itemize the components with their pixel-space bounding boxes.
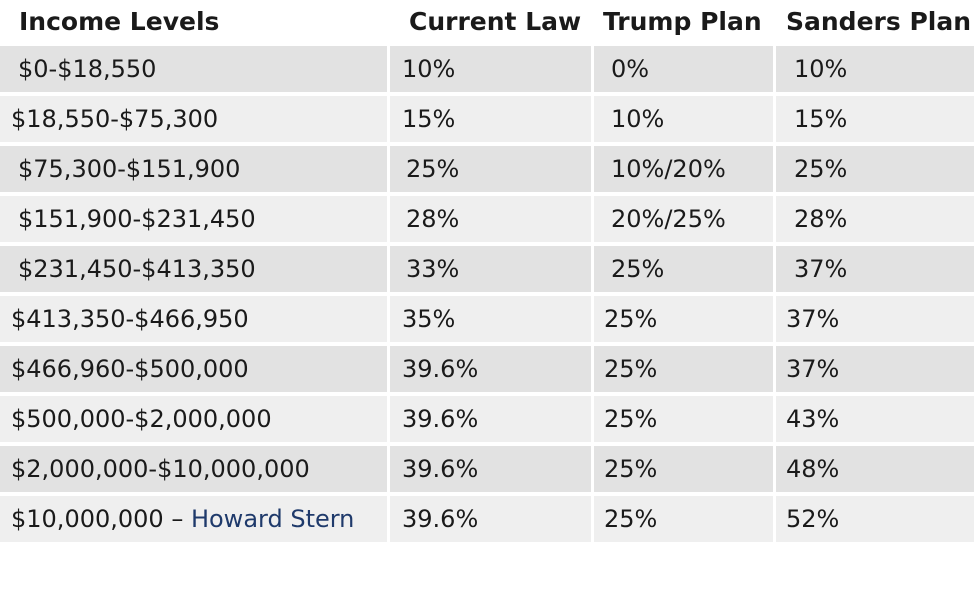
trump-plan-cell: 25% [594,446,776,496]
sanders-plan-cell: 37% [776,246,974,296]
current-law-cell: 33% [390,246,594,296]
sanders-plan-cell: 52% [776,496,974,546]
sanders-plan-cell: 43% [776,396,974,446]
current-law-cell: 35% [390,296,594,346]
trump-plan-cell: 25% [594,246,776,296]
table-header-row: Income Levels Current Law Trump Plan San… [0,0,974,46]
howard-stern-link[interactable]: Howard Stern [190,505,355,533]
sanders-plan-cell: 37% [776,296,974,346]
trump-plan-cell: 20%/25% [594,196,776,246]
table-row: $0-$18,550 10% 0% 10% [0,46,974,96]
table-row: $2,000,000-$10,000,000 39.6% 25% 48% [0,446,974,496]
sanders-plan-cell: 10% [776,46,974,96]
current-law-cell: 39.6% [390,346,594,396]
trump-plan-cell: 25% [594,296,776,346]
current-law-cell: 15% [390,96,594,146]
trump-plan-cell: 10% [594,96,776,146]
table-row: $10,000,000 – Howard Stern 39.6% 25% 52% [0,496,974,546]
table-row: $75,300-$151,900 25% 10%/20% 25% [0,146,974,196]
current-law-cell: 10% [390,46,594,96]
current-law-cell: 25% [390,146,594,196]
income-cell: $0-$18,550 [0,46,390,96]
income-cell: $151,900-$231,450 [0,196,390,246]
table-row: $413,350-$466,950 35% 25% 37% [0,296,974,346]
income-cell: $500,000-$2,000,000 [0,396,390,446]
trump-plan-cell: 25% [594,496,776,546]
income-cell: $413,350-$466,950 [0,296,390,346]
header-current-law: Current Law [390,0,594,46]
trump-plan-cell: 25% [594,396,776,446]
trump-plan-cell: 0% [594,46,776,96]
sanders-plan-cell: 25% [776,146,974,196]
table-row: $466,960-$500,000 39.6% 25% 37% [0,346,974,396]
current-law-cell: 39.6% [390,496,594,546]
income-text: $10,000,000 – [11,505,191,533]
current-law-cell: 39.6% [390,446,594,496]
sanders-plan-cell: 28% [776,196,974,246]
current-law-cell: 28% [390,196,594,246]
trump-plan-cell: 25% [594,346,776,396]
income-cell: $2,000,000-$10,000,000 [0,446,390,496]
trump-plan-cell: 10%/20% [594,146,776,196]
table-row: $18,550-$75,300 15% 10% 15% [0,96,974,146]
income-cell: $10,000,000 – Howard Stern [0,496,390,546]
sanders-plan-cell: 15% [776,96,974,146]
table-row: $500,000-$2,000,000 39.6% 25% 43% [0,396,974,446]
header-sanders-plan: Sanders Plan [776,0,974,46]
header-income-levels: Income Levels [0,0,390,46]
table-row: $231,450-$413,350 33% 25% 37% [0,246,974,296]
tax-rates-table: Income Levels Current Law Trump Plan San… [0,0,974,546]
table-row: $151,900-$231,450 28% 20%/25% 28% [0,196,974,246]
income-cell: $466,960-$500,000 [0,346,390,396]
sanders-plan-cell: 37% [776,346,974,396]
income-cell: $75,300-$151,900 [0,146,390,196]
income-cell: $231,450-$413,350 [0,246,390,296]
income-cell: $18,550-$75,300 [0,96,390,146]
sanders-plan-cell: 48% [776,446,974,496]
header-trump-plan: Trump Plan [594,0,776,46]
current-law-cell: 39.6% [390,396,594,446]
